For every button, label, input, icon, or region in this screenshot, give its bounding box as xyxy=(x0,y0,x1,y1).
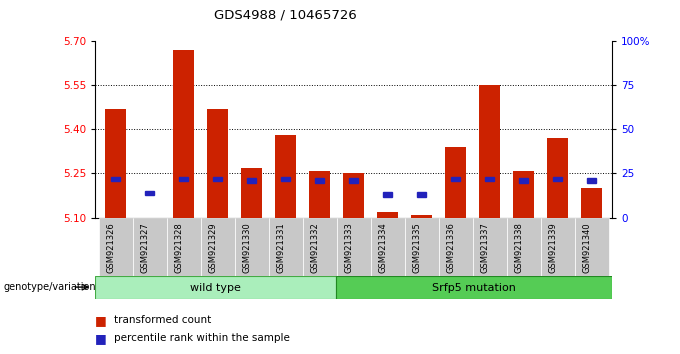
Bar xyxy=(371,218,405,276)
Text: wild type: wild type xyxy=(190,282,241,293)
Bar xyxy=(411,215,432,218)
Text: ■: ■ xyxy=(95,332,107,344)
Bar xyxy=(451,177,460,181)
Bar xyxy=(507,218,541,276)
Bar xyxy=(445,147,466,218)
Bar xyxy=(377,212,398,218)
Bar xyxy=(179,177,188,181)
Bar xyxy=(309,171,330,218)
Bar xyxy=(575,218,609,276)
Bar xyxy=(343,173,364,218)
Bar xyxy=(95,276,337,299)
Bar xyxy=(547,138,568,218)
Text: GSM921339: GSM921339 xyxy=(549,222,558,273)
Text: GSM921336: GSM921336 xyxy=(447,222,456,273)
Text: transformed count: transformed count xyxy=(114,315,211,325)
Bar xyxy=(519,178,528,183)
Bar xyxy=(417,193,426,197)
Bar xyxy=(349,178,358,183)
Text: GSM921329: GSM921329 xyxy=(209,222,218,273)
Text: GSM921334: GSM921334 xyxy=(379,222,388,273)
Text: GSM921327: GSM921327 xyxy=(141,222,150,273)
Bar xyxy=(337,276,612,299)
Bar xyxy=(145,191,154,195)
Bar xyxy=(281,177,290,181)
Text: percentile rank within the sample: percentile rank within the sample xyxy=(114,333,290,343)
Bar xyxy=(473,218,507,276)
Bar xyxy=(587,178,596,183)
Text: GSM921340: GSM921340 xyxy=(583,222,592,273)
Text: ■: ■ xyxy=(95,314,107,327)
Bar xyxy=(213,177,222,181)
Bar xyxy=(247,178,256,183)
Text: GSM921337: GSM921337 xyxy=(481,222,490,273)
Bar xyxy=(173,50,194,218)
Bar xyxy=(405,218,439,276)
Bar xyxy=(207,109,228,218)
Bar xyxy=(99,218,133,276)
Bar xyxy=(485,177,494,181)
Bar xyxy=(241,167,262,218)
Bar xyxy=(111,177,120,181)
Text: GSM921330: GSM921330 xyxy=(243,222,252,273)
Bar xyxy=(133,218,167,276)
Bar xyxy=(235,218,269,276)
Bar xyxy=(553,177,562,181)
Bar xyxy=(541,218,575,276)
Text: GSM921331: GSM921331 xyxy=(277,222,286,273)
Text: Srfp5 mutation: Srfp5 mutation xyxy=(432,282,516,293)
Text: GSM921338: GSM921338 xyxy=(515,222,524,273)
Bar xyxy=(383,193,392,197)
Bar xyxy=(581,188,602,218)
Bar xyxy=(269,218,303,276)
Text: GSM921333: GSM921333 xyxy=(345,222,354,273)
Bar xyxy=(479,85,500,218)
Bar xyxy=(167,218,201,276)
Bar xyxy=(337,218,371,276)
Text: GSM921326: GSM921326 xyxy=(107,222,116,273)
Text: GDS4988 / 10465726: GDS4988 / 10465726 xyxy=(214,9,357,22)
Bar xyxy=(275,135,296,218)
Bar xyxy=(439,218,473,276)
Bar xyxy=(513,171,534,218)
Text: GSM921332: GSM921332 xyxy=(311,222,320,273)
Bar xyxy=(315,178,324,183)
Bar xyxy=(201,218,235,276)
Bar xyxy=(105,109,126,218)
Text: genotype/variation: genotype/variation xyxy=(3,282,96,292)
Text: GSM921328: GSM921328 xyxy=(175,222,184,273)
Text: GSM921335: GSM921335 xyxy=(413,222,422,273)
Bar xyxy=(303,218,337,276)
